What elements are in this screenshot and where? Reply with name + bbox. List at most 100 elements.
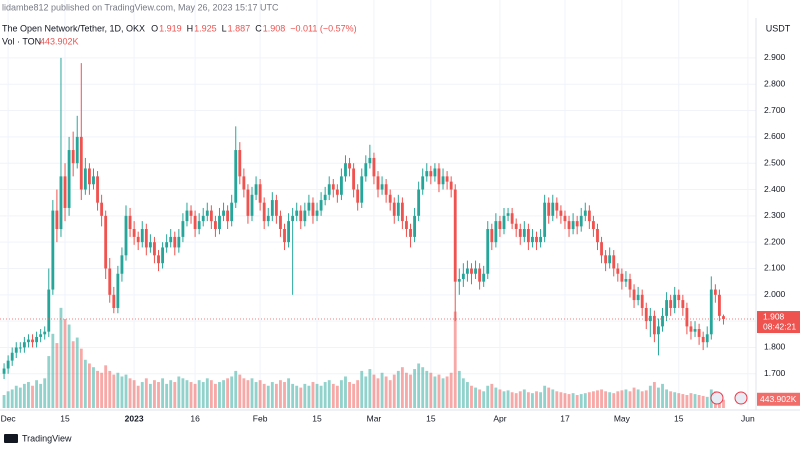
volume-bar [535, 391, 538, 408]
candle-body [579, 215, 583, 227]
volume-bar [360, 370, 364, 408]
volume-bar [644, 390, 648, 408]
volume-bar [409, 374, 412, 408]
volume-bar [685, 395, 689, 408]
volume-bar [514, 393, 518, 408]
volume-bar [132, 380, 136, 408]
candle-body [425, 171, 429, 177]
x-tick-label: Dec [1, 413, 17, 423]
volume-bar [697, 395, 701, 408]
candle-body [445, 176, 449, 182]
volume-bar [35, 380, 39, 408]
volume-bar [140, 382, 144, 408]
volume-bar [75, 337, 79, 408]
volume-bar [148, 383, 152, 408]
candle-body [246, 189, 250, 216]
volume-bar [571, 393, 575, 408]
candle-body [376, 176, 380, 190]
last-price-box [757, 311, 800, 334]
candle-body [498, 221, 502, 230]
volume-bar [165, 383, 169, 408]
candle-body [242, 176, 246, 190]
volume-bar [547, 387, 551, 408]
x-tick-label: 16 [190, 413, 200, 423]
candle-body [421, 176, 425, 190]
x-tick-label: Apr [493, 413, 506, 423]
candle-body [620, 273, 624, 282]
volume-bar [583, 393, 587, 408]
volume-bar [6, 391, 10, 408]
candle-body [571, 221, 575, 230]
volume-bar [632, 387, 636, 408]
candle-body [331, 184, 335, 190]
candle-body [514, 223, 518, 230]
volume-bar [283, 382, 286, 408]
y-tick-label: 2.800 [764, 78, 786, 88]
volume-bar [567, 394, 571, 408]
time-axis: Dec 15 2023 16 Feb 15 Mar 15 Apr 17 May 15 Jun [1, 413, 755, 423]
ohlc-label: H [187, 23, 194, 33]
candle-body [364, 163, 368, 177]
candle-body [14, 347, 18, 353]
event-flag[interactable] [734, 391, 748, 405]
y-tick-label: 2.200 [764, 236, 786, 246]
volume-bar [441, 378, 445, 408]
candle-body [6, 360, 10, 369]
volume-bar [681, 394, 685, 408]
candle-body [400, 202, 404, 222]
volume-bar [262, 383, 266, 408]
volume-bar [270, 382, 274, 408]
candle-body [283, 229, 286, 243]
volume-bar [242, 378, 246, 408]
volume-bar [453, 311, 457, 408]
volume-bar [250, 378, 254, 408]
event-flag[interactable] [710, 391, 724, 405]
candle-body [344, 163, 347, 177]
candle-body [405, 221, 408, 230]
volume-bar [205, 378, 209, 408]
volume-bar [169, 380, 173, 408]
volume-bar [55, 343, 59, 408]
volume-bar [673, 392, 677, 408]
candle-body [559, 210, 563, 216]
candle-body [18, 347, 22, 349]
candle-body [648, 315, 652, 322]
candle-body [482, 273, 486, 282]
volume-bar [258, 380, 262, 408]
candle-body [254, 184, 258, 195]
volume-bar [83, 359, 87, 408]
volume-bar [185, 380, 189, 408]
x-tick-label: 15 [674, 413, 684, 423]
volume-bar [457, 370, 461, 408]
candle-body [116, 273, 120, 308]
candle-body [665, 300, 669, 316]
volume-bar [254, 382, 258, 408]
volume-bar [543, 385, 547, 408]
candle-body [490, 229, 494, 243]
candle-body [722, 316, 725, 320]
candle-body [535, 236, 538, 243]
volume-bar [319, 385, 323, 408]
volume-bar [274, 383, 278, 408]
logo-text: TradingView [22, 433, 72, 443]
y-tick-label: 1.800 [764, 342, 786, 352]
volume-bar [71, 341, 75, 408]
x-tick-label: Mar [367, 413, 382, 423]
volume-bar [92, 367, 95, 408]
volume-bar [327, 380, 331, 408]
candle-body [612, 255, 616, 269]
volume-bar [173, 382, 177, 408]
currency: USDT [766, 23, 791, 33]
candle-body [315, 210, 319, 216]
candle-body [83, 168, 87, 190]
candle-body [87, 168, 91, 185]
candle-body [494, 221, 498, 243]
volume-bar [596, 390, 599, 408]
candle-body [392, 202, 396, 216]
y-tick-label: 2.500 [764, 157, 786, 167]
volume-bar [531, 393, 534, 408]
volume-bar [518, 391, 522, 408]
x-tick-label: 15 [426, 413, 436, 423]
candle-body [100, 202, 104, 216]
